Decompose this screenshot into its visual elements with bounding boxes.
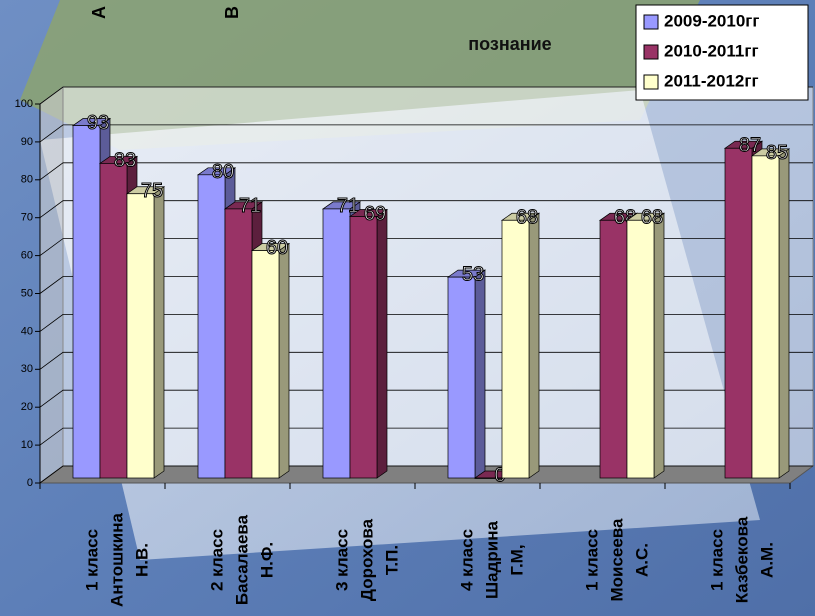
x-tick-label: 4 класс [457,529,476,591]
bar-front [447,276,476,479]
value-label: 87 [739,135,761,157]
legend-swatch [643,74,659,90]
bar [750,148,791,479]
grid-line [39,427,813,446]
annotation: А [89,6,109,19]
bar [446,269,487,479]
value-label: 85 [766,142,788,164]
x-tick-label: 3 класс [332,529,351,591]
x-tick-label: 1 класс [82,529,101,591]
bar-front [72,125,101,479]
grid-line [39,162,813,181]
value-label: 83 [114,150,136,172]
x-tick-label: Н.В. [132,543,151,577]
bar-front [197,174,226,479]
value-label: 80 [212,161,234,183]
x-tick-label: Т.П. [382,545,401,575]
grid-line [39,124,813,143]
x-tick-label: 1 класс [707,529,726,591]
bar [250,242,291,479]
x-tick-label: 2 класс [207,529,226,591]
y-tick-label: 0 [27,477,33,489]
y-tick-label: 50 [21,287,33,299]
value-label: 60 [266,237,288,259]
value-label: 69 [364,203,386,225]
grid-line [39,276,813,294]
grid-line [39,465,813,484]
bar-side [778,148,790,479]
legend-label: 2011-2012гг [664,71,759,90]
bar [125,186,166,479]
grid-line [39,389,813,408]
bar-front [126,193,155,479]
bar [625,212,666,479]
grid-line [39,351,813,370]
value-label: 68 [641,207,663,229]
bar [500,212,541,479]
bar-side [376,208,388,479]
x-tick-label: А.М. [757,542,776,578]
y-tick-label: 90 [21,136,33,148]
bar-front [626,219,655,479]
x-tick-label: Н.Ф. [257,542,276,578]
bar-side [528,212,540,479]
bar-front [501,219,530,479]
legend-label: 2009-2010гг [664,11,759,30]
y-tick-label: 70 [21,212,33,224]
grid-line [39,238,813,256]
value-label: 71 [239,195,261,217]
y-tick-label: 40 [21,325,33,337]
grid-line [39,313,813,332]
x-tick-label: 1 класс [582,529,601,591]
y-tick-label: 100 [15,98,33,110]
y-tick-label: 80 [21,174,33,186]
annotation: В [222,6,242,19]
y-tick-label: 60 [21,250,33,262]
bar-front [724,147,753,479]
legend-label: 2010-2011гг [664,41,759,60]
bar-front [599,219,628,479]
value-label: 71 [337,195,359,217]
bar [348,208,389,479]
bar-front [224,208,253,479]
x-tick-label: Басалаева [232,514,251,605]
value-label: 68 [516,207,538,229]
x-tick-label: А.С. [632,543,651,577]
legend-swatch [643,44,659,60]
y-tick-label: 20 [21,401,33,413]
x-tick-label: Шадрина [482,521,501,599]
x-tick-label: Г.М, [507,544,526,575]
value-label: 75 [141,180,163,202]
bar-front [349,216,378,479]
grid-line [39,200,813,219]
bar-side [474,269,486,479]
y-tick-label: 10 [21,439,33,451]
bar-side [278,242,290,479]
bar-side [653,212,665,479]
grid-line [39,86,813,105]
bar-side [153,186,165,479]
bar-front [251,250,280,479]
x-tick-label: Моисеева [607,518,626,602]
y-tick-label: 30 [21,363,33,375]
bar-front [322,208,351,479]
legend-box [635,4,809,101]
chart-title: познание [468,34,551,54]
x-tick-label: Дорохова [357,518,376,601]
value-label: 93 [87,112,109,134]
x-tick-label: Казбекова [732,516,751,603]
value-label: 53 [462,263,484,285]
bar-front [99,163,128,479]
legend-swatch [643,14,659,30]
bar-front [751,155,780,479]
x-tick-label: Антошкина [107,513,126,607]
